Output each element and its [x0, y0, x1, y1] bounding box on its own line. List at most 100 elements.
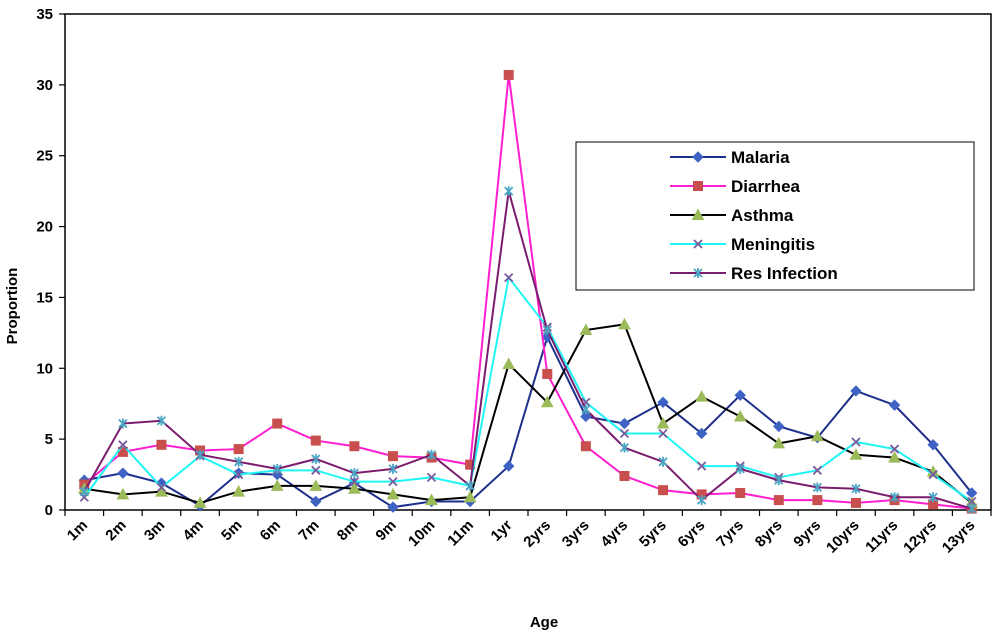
data-point-diarrhea [272, 418, 283, 429]
x-tick-label: 11yrs [862, 517, 901, 556]
x-tick-label: 6yrs [675, 517, 709, 551]
x-tick-label: 7yrs [713, 517, 747, 551]
data-point-asthma [502, 357, 516, 370]
x-tick-label: 10yrs [823, 517, 863, 557]
x-axis: 1m 2m 3m 4m 5m 6m 7m 8m 9m 10m 11m 1yr 2yrs 3yrs 4yrs 5… [64, 510, 992, 557]
x-tick-label: 5yrs [636, 517, 670, 551]
data-point-malaria [695, 427, 708, 440]
data-point-meningitis [967, 496, 977, 507]
legend-item-meningitis: Meningitis [670, 235, 815, 254]
legend-label: Meningitis [731, 235, 815, 254]
data-point-meningitis [889, 444, 900, 454]
data-point-asthma [116, 487, 130, 500]
series-line-malaria [84, 334, 973, 509]
x-tick-label: 8yrs [752, 517, 786, 551]
legend-item-malaria: Malaria [670, 148, 790, 167]
data-point-diarrhea [503, 69, 514, 80]
data-point-res-infection [619, 442, 630, 453]
data-point-malaria [387, 501, 399, 513]
x-tick-label: 10m [405, 517, 438, 550]
data-point-res-infection [504, 186, 514, 197]
y-tick-label: 15 [36, 289, 53, 306]
data-point-res-infection [774, 475, 784, 486]
data-point-meningitis [851, 437, 861, 447]
data-point-meningitis [388, 477, 398, 487]
data-point-diarrhea [156, 439, 167, 450]
data-point-res-infection [658, 456, 668, 467]
data-point-asthma [695, 390, 708, 402]
data-point-meningitis [156, 482, 167, 492]
series-line-res-infection [83, 190, 972, 510]
data-point-diarrhea [349, 441, 360, 452]
data-point-asthma [733, 409, 747, 422]
legend-label: Malaria [731, 148, 790, 167]
x-tick-label: 13yrs [939, 517, 979, 557]
legend-marker [692, 151, 704, 163]
y-tick-label: 30 [36, 77, 53, 94]
legend-label: Asthma [731, 206, 794, 225]
x-tick-label: 4m [180, 517, 207, 544]
data-point-diarrhea [580, 441, 591, 452]
data-point-meningitis [658, 428, 668, 439]
data-point-diarrhea [850, 497, 861, 508]
x-tick-label: 9m [372, 517, 399, 544]
data-point-res-infection [426, 449, 437, 460]
data-point-res-infection [195, 449, 205, 460]
x-axis-title: Age [530, 614, 558, 631]
x-tick-label: 5m [218, 517, 245, 544]
data-point-meningitis [928, 469, 938, 480]
data-point-diarrhea [735, 487, 746, 498]
series-layer [77, 69, 979, 514]
data-point-asthma [540, 395, 554, 408]
data-point-asthma [811, 429, 824, 442]
data-point-malaria [850, 385, 862, 397]
x-tick-label: 1m [64, 517, 91, 544]
data-point-meningitis [426, 472, 437, 483]
x-tick-label: 11m [444, 517, 477, 550]
y-axis: 0 5 10 15 20 25 30 35 [36, 6, 65, 519]
data-point-res-infection [889, 492, 900, 503]
y-tick-label: 5 [45, 431, 53, 448]
data-point-diarrhea [310, 435, 321, 446]
x-tick-label: 2yrs [520, 517, 554, 551]
data-point-malaria [927, 439, 939, 451]
legend-item-diarrhea: Diarrhea [670, 177, 801, 196]
y-tick-label: 35 [36, 6, 53, 23]
y-tick-label: 25 [36, 148, 53, 165]
data-point-asthma [193, 496, 207, 508]
legend-marker [693, 181, 703, 191]
data-point-diarrhea [773, 495, 784, 506]
series-res-infection [79, 186, 977, 514]
data-point-malaria [310, 495, 322, 508]
data-point-asthma [232, 485, 245, 497]
data-point-asthma [309, 479, 323, 491]
x-tick-label: 6m [257, 517, 284, 544]
data-point-malaria [618, 417, 631, 430]
data-point-meningitis [619, 428, 630, 439]
legend-marker [691, 208, 705, 220]
series-asthma [77, 317, 979, 508]
x-tick-label: 7m [295, 517, 322, 544]
data-point-res-infection [118, 418, 128, 429]
y-tick-label: 20 [36, 219, 53, 236]
legend-marker [693, 239, 703, 249]
data-point-res-infection [696, 495, 707, 506]
data-point-meningitis [118, 440, 128, 450]
data-point-malaria [888, 399, 901, 411]
data-point-diarrhea [658, 485, 669, 496]
data-point-asthma [425, 493, 438, 506]
x-tick-label: 1yr [488, 517, 516, 545]
legend-marker [693, 268, 703, 278]
data-point-malaria [503, 460, 515, 472]
data-point-asthma [463, 490, 477, 503]
data-point-res-infection [581, 404, 591, 415]
x-tick-label: 8m [334, 517, 361, 544]
data-point-meningitis [812, 465, 823, 475]
legend: Malaria Diarrhea Asthma Meningitis Res Infec… [575, 141, 975, 291]
legend-item-asthma: Asthma [670, 206, 794, 225]
series-line-asthma [84, 323, 973, 504]
legend-box [575, 141, 975, 291]
data-point-diarrhea [619, 470, 630, 481]
x-tick-label: 12yrs [900, 517, 940, 557]
